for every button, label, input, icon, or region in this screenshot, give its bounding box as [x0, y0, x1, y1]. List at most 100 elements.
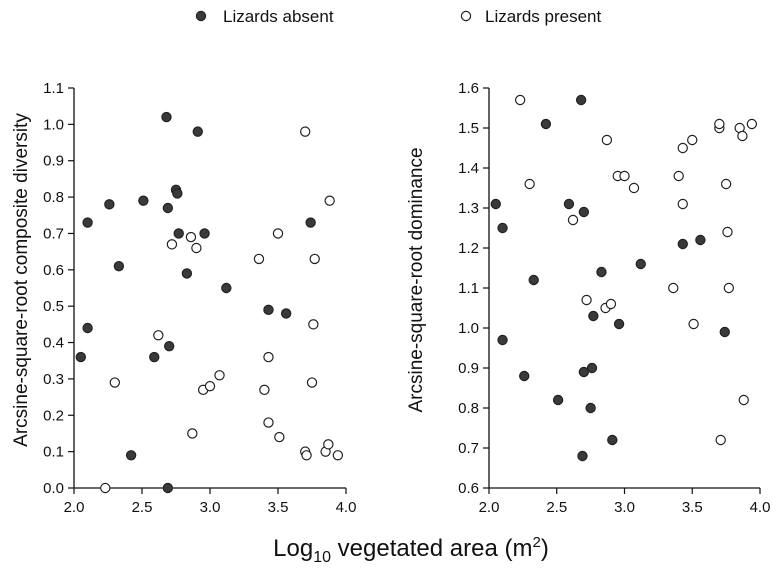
left-point-lizards-absent	[199, 228, 210, 239]
left-ytick-label: 0.9	[43, 153, 64, 170]
left-point-lizards-present	[204, 380, 216, 392]
right-point-lizards-absent	[528, 274, 539, 286]
legend-marker-lizards-absent	[195, 10, 207, 22]
right-point-lizards-absent	[578, 206, 590, 218]
svg-text:Arcsine-square-root dominance: Arcsine-square-root dominance	[406, 147, 427, 412]
left-point-lizards-absent	[75, 351, 87, 363]
right-xtick-label: 3.5	[682, 499, 703, 516]
left-point-lizards-absent	[149, 351, 160, 363]
right-point-lizards-present	[601, 134, 613, 146]
right-point-lizards-present	[738, 394, 749, 406]
right-point-lizards-present	[688, 318, 699, 330]
left-xtick-label: 2.5	[132, 499, 153, 516]
right-point-lizards-present	[677, 142, 688, 154]
legend: Lizards absent Lizards present	[195, 7, 602, 26]
right-point-lizards-present	[722, 226, 733, 238]
left-point-lizards-absent	[305, 217, 316, 228]
left-ytick-label: 0.2	[43, 407, 64, 424]
right-point-lizards-present	[723, 282, 735, 294]
left-point-lizards-absent	[162, 202, 174, 214]
right-point-lizards-present	[687, 134, 698, 146]
right-xtick-label: 4.0	[750, 499, 771, 516]
right-point-lizards-present	[714, 118, 725, 130]
left-point-lizards-present	[253, 253, 265, 265]
right-point-lizards-present	[514, 94, 526, 106]
right-point-lizards-absent	[552, 394, 564, 406]
right-xtick-label: 2.0	[479, 499, 500, 516]
left-ylabel: Arcsine-square-root composite diversity	[11, 113, 32, 447]
left-point-lizards-present	[306, 377, 318, 388]
left-point-lizards-present	[308, 319, 319, 330]
right-point-lizards-absent	[497, 222, 508, 234]
right-ytick-label: 1.3	[458, 200, 479, 217]
left-point-lizards-present	[153, 330, 164, 341]
panel-left: Arcsine-square-root composite diversity …	[11, 80, 356, 516]
left-point-lizards-present	[263, 417, 274, 428]
left-point-lizards-absent	[161, 111, 172, 123]
right-point-lizards-absent	[578, 366, 590, 378]
left-ytick-label: 0.1	[43, 444, 64, 461]
left-ytick-label: 1.1	[43, 80, 64, 97]
left-x-ticks: 2.0 2.5 3.0 3.5 4.0	[64, 488, 357, 516]
right-point-lizards-absent	[588, 310, 599, 322]
left-point-lizards-present	[274, 431, 285, 443]
right-point-lizards-absent	[540, 118, 552, 130]
right-ytick-label: 1.4	[458, 160, 479, 177]
left-point-lizards-absent	[104, 199, 115, 210]
right-point-lizards-present	[628, 182, 640, 194]
left-point-lizards-present	[323, 439, 334, 450]
right-point-lizards-absent	[677, 238, 688, 250]
right-y-ticks: 0.6 0.7 0.8 0.9 1.0 1.1 1.2 1.3 1.4 1.5 1.6	[458, 80, 489, 497]
left-xtick-label: 3.5	[268, 499, 289, 516]
right-point-lizards-present	[668, 282, 679, 294]
shared-xlabel: Log10 vegetated area (m2)	[273, 534, 549, 566]
right-point-lizards-present	[673, 170, 684, 182]
svg-text:Arcsine-square-root composite: Arcsine-square-root composite diversity	[11, 113, 32, 447]
left-point-lizards-present	[191, 242, 202, 254]
left-point-lizards-absent	[263, 304, 274, 316]
left-ytick-label: 0.8	[43, 189, 64, 206]
right-point-lizards-present	[677, 198, 688, 210]
left-ytick-label: 0.6	[43, 262, 64, 279]
left-point-lizards-absent	[82, 322, 93, 334]
right-point-lizards-absent	[607, 434, 618, 446]
right-point-lizards-present	[619, 170, 630, 182]
right-point-lizards-absent	[635, 258, 646, 270]
right-point-lizards-absent	[585, 402, 596, 414]
left-point-lizards-present	[166, 239, 178, 250]
left-point-lizards-absent	[163, 340, 175, 352]
left-points	[75, 111, 344, 494]
left-point-lizards-absent	[172, 188, 183, 199]
right-point-lizards-absent	[575, 94, 587, 106]
right-point-lizards-present	[737, 130, 748, 142]
left-xtick-label: 4.0	[336, 499, 357, 516]
left-point-lizards-present	[301, 450, 312, 461]
right-point-lizards-absent	[490, 198, 501, 210]
left-point-lizards-present	[214, 370, 225, 381]
right-point-lizards-absent	[695, 234, 706, 246]
right-point-lizards-absent	[719, 326, 730, 338]
left-point-lizards-absent	[221, 282, 232, 294]
right-point-lizards-present	[581, 294, 592, 306]
right-point-lizards-present	[567, 214, 579, 226]
left-point-lizards-absent	[181, 268, 193, 279]
left-point-lizards-present	[300, 126, 311, 137]
right-point-lizards-absent	[596, 266, 607, 278]
right-points	[490, 94, 758, 462]
right-point-lizards-absent	[497, 334, 508, 346]
left-ytick-label: 0.5	[43, 298, 64, 315]
left-point-lizards-absent	[192, 126, 203, 137]
right-xtick-label: 2.5	[546, 499, 567, 516]
legend-label-lizards-present: Lizards present	[485, 7, 602, 26]
legend-label-lizards-absent: Lizards absent	[223, 7, 334, 26]
right-point-lizards-present	[746, 118, 758, 130]
right-point-lizards-present	[605, 298, 617, 310]
right-point-lizards-present	[715, 434, 726, 446]
left-point-lizards-present	[324, 195, 335, 206]
right-ytick-label: 1.6	[458, 80, 479, 97]
right-point-lizards-absent	[586, 362, 598, 374]
right-ytick-label: 1.5	[458, 120, 479, 137]
right-point-lizards-absent	[577, 450, 588, 462]
left-point-lizards-absent	[113, 260, 125, 272]
